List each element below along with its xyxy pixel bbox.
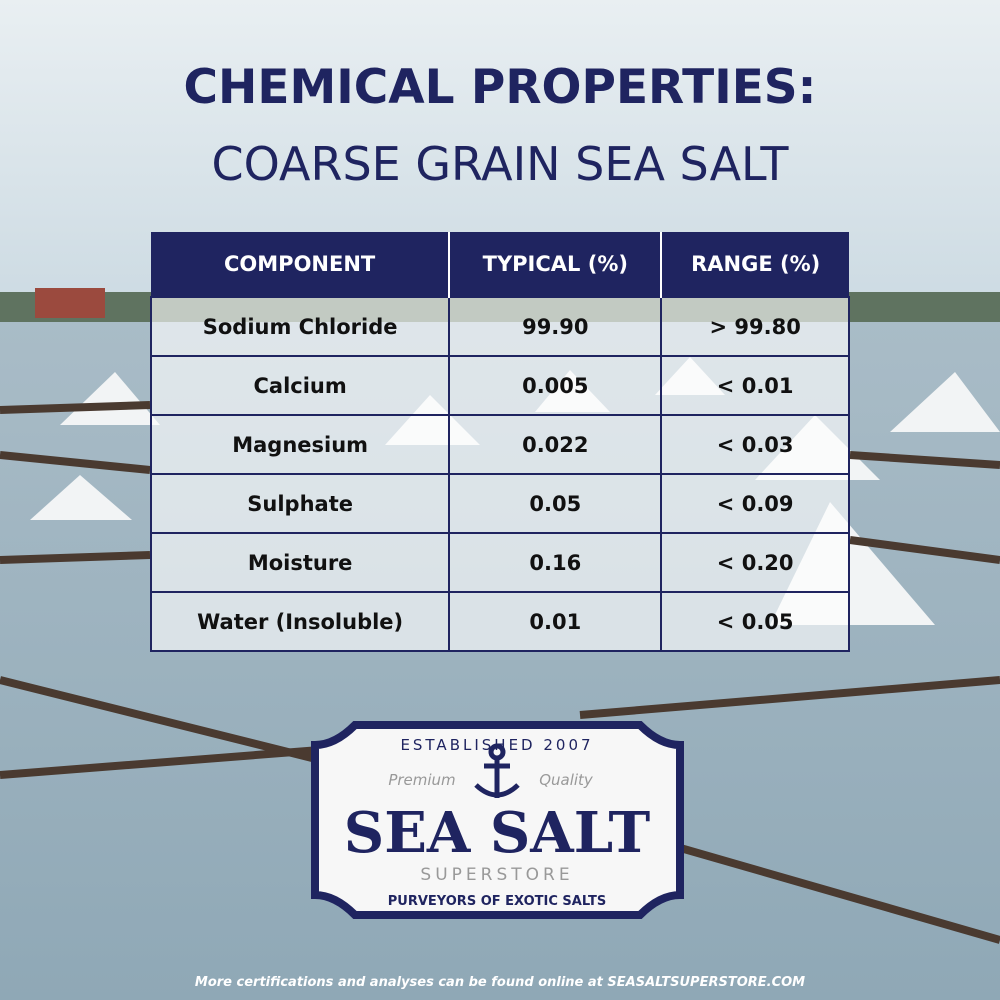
table-row: Moisture 0.16 < 0.20 xyxy=(149,532,850,593)
table-cell: < 0.03 xyxy=(660,414,850,475)
anchor-icon xyxy=(474,743,520,798)
table-cell: < 0.09 xyxy=(660,473,850,534)
table-cell: 0.16 xyxy=(448,532,663,593)
table-row: Magnesium 0.022 < 0.03 xyxy=(149,414,850,475)
table-row: Sodium Chloride 99.90 > 99.80 xyxy=(149,296,850,357)
logo-established: ESTABLISHED 2007 xyxy=(400,736,593,754)
table-row: Calcium 0.005 < 0.01 xyxy=(149,355,850,416)
table-cell: 99.90 xyxy=(448,296,663,357)
table-cell: > 99.80 xyxy=(660,296,850,357)
table-cell: 0.005 xyxy=(448,355,663,416)
table-cell: < 0.05 xyxy=(660,591,850,652)
table-cell: Sulphate xyxy=(149,473,451,534)
table-cell: 0.05 xyxy=(448,473,663,534)
table-cell: Magnesium xyxy=(149,414,451,475)
logo-motto: PURVEYORS OF EXOTIC SALTS xyxy=(388,894,606,909)
properties-table: COMPONENT TYPICAL (%) RANGE (%) Sodium Chlo… xyxy=(149,232,850,652)
logo-name: SEA SALT xyxy=(344,800,651,866)
subtitle: COARSE GRAIN SEA SALT xyxy=(212,137,790,191)
logo-tag: Premium xyxy=(388,771,455,789)
table-cell: 0.01 xyxy=(448,591,663,652)
table-cell: < 0.01 xyxy=(660,355,850,416)
table-cell: Calcium xyxy=(149,355,451,416)
table-cell: Moisture xyxy=(149,532,451,593)
column-header: COMPONENT xyxy=(151,232,451,297)
column-header: RANGE (%) xyxy=(661,232,849,297)
table-cell: < 0.20 xyxy=(660,532,850,593)
column-header: TYPICAL (%) xyxy=(449,232,663,297)
table-cell: Water (Insoluble) xyxy=(149,591,451,652)
table-cell: 0.022 xyxy=(448,414,663,475)
table-row: Water (Insoluble) 0.01 < 0.05 xyxy=(149,591,850,652)
title: CHEMICAL PROPERTIES: xyxy=(184,60,817,115)
table-cell: Sodium Chloride xyxy=(149,296,451,357)
footer: More certifications and analyses can be … xyxy=(195,975,805,990)
table-row: Sulphate 0.05 < 0.09 xyxy=(149,473,850,534)
logo-subname: SUPERSTORE xyxy=(420,865,573,885)
logo-tag: Quality xyxy=(539,771,594,789)
